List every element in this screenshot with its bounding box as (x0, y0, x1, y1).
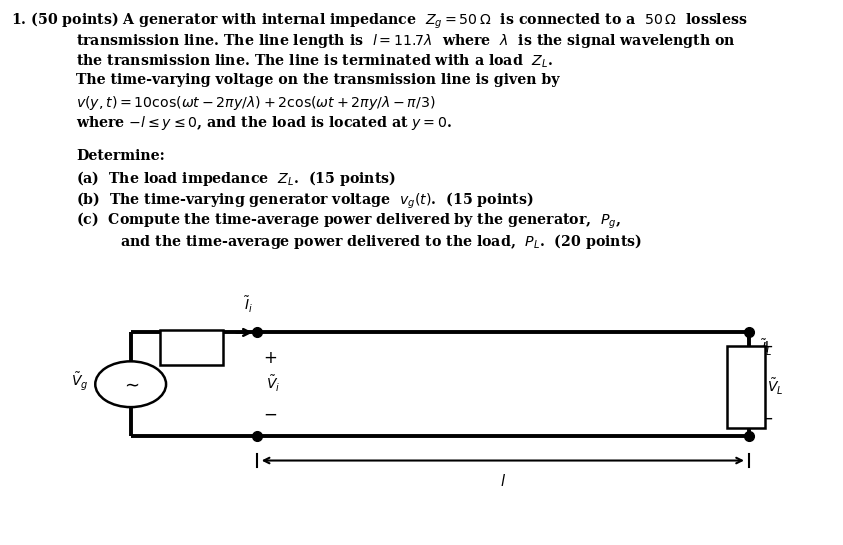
Text: the transmission line. The line is terminated with a load  $Z_L$.: the transmission line. The line is termi… (76, 52, 553, 70)
Text: $Z_g$: $Z_g$ (183, 339, 201, 356)
Text: $\tilde{V}_i$: $\tilde{V}_i$ (266, 374, 280, 394)
Text: $+$: $+$ (759, 338, 773, 356)
Text: $l$: $l$ (500, 473, 506, 488)
Text: $\sim$: $\sim$ (121, 375, 140, 393)
Text: (c)  Compute the time-average power delivered by the generator,  $P_g$,: (c) Compute the time-average power deliv… (76, 211, 621, 231)
Text: and the time-average power delivered to the load,  $P_L$.  (20 points): and the time-average power delivered to … (91, 232, 642, 251)
Text: $Z_L$: $Z_L$ (738, 379, 754, 395)
Text: $-$: $-$ (263, 404, 277, 422)
Text: $v(y, t) = 10\cos(\omega t - 2\pi y/\lambda) + 2\cos(\omega t + 2\pi y/\lambda -: $v(y, t) = 10\cos(\omega t - 2\pi y/\lam… (76, 94, 435, 112)
Text: $\tilde{V}_L$: $\tilde{V}_L$ (767, 377, 784, 397)
Text: where $-l \leq y \leq 0$, and the load is located at $y = 0$.: where $-l \leq y \leq 0$, and the load i… (76, 114, 452, 132)
Text: (a)  The load impedance  $Z_L$.  (15 points): (a) The load impedance $Z_L$. (15 points… (76, 169, 396, 189)
Text: $\tilde{I}_L$: $\tilde{I}_L$ (761, 338, 772, 358)
Text: Determine:: Determine: (76, 149, 164, 163)
Bar (160, 330, 223, 365)
Text: $-$: $-$ (759, 408, 773, 426)
Text: $\tilde{V}_g$: $\tilde{V}_g$ (71, 371, 89, 392)
Text: transmission line. The line length is  $l = 11.7\lambda$  where  $\lambda$  is t: transmission line. The line length is $l… (76, 32, 736, 50)
Text: $\tilde{I}_i$: $\tilde{I}_i$ (244, 295, 253, 315)
Text: The time-varying voltage on the transmission line is given by: The time-varying voltage on the transmis… (76, 73, 560, 87)
Text: $+$: $+$ (263, 349, 277, 367)
Text: (b)  The time-varying generator voltage  $v_g(t)$.  (15 points): (b) The time-varying generator voltage $… (76, 190, 534, 210)
Bar (727, 346, 765, 428)
Text: 1. (50 points) A generator with internal impedance  $Z_g = 50\,\Omega$  is conne: 1. (50 points) A generator with internal… (11, 11, 748, 31)
